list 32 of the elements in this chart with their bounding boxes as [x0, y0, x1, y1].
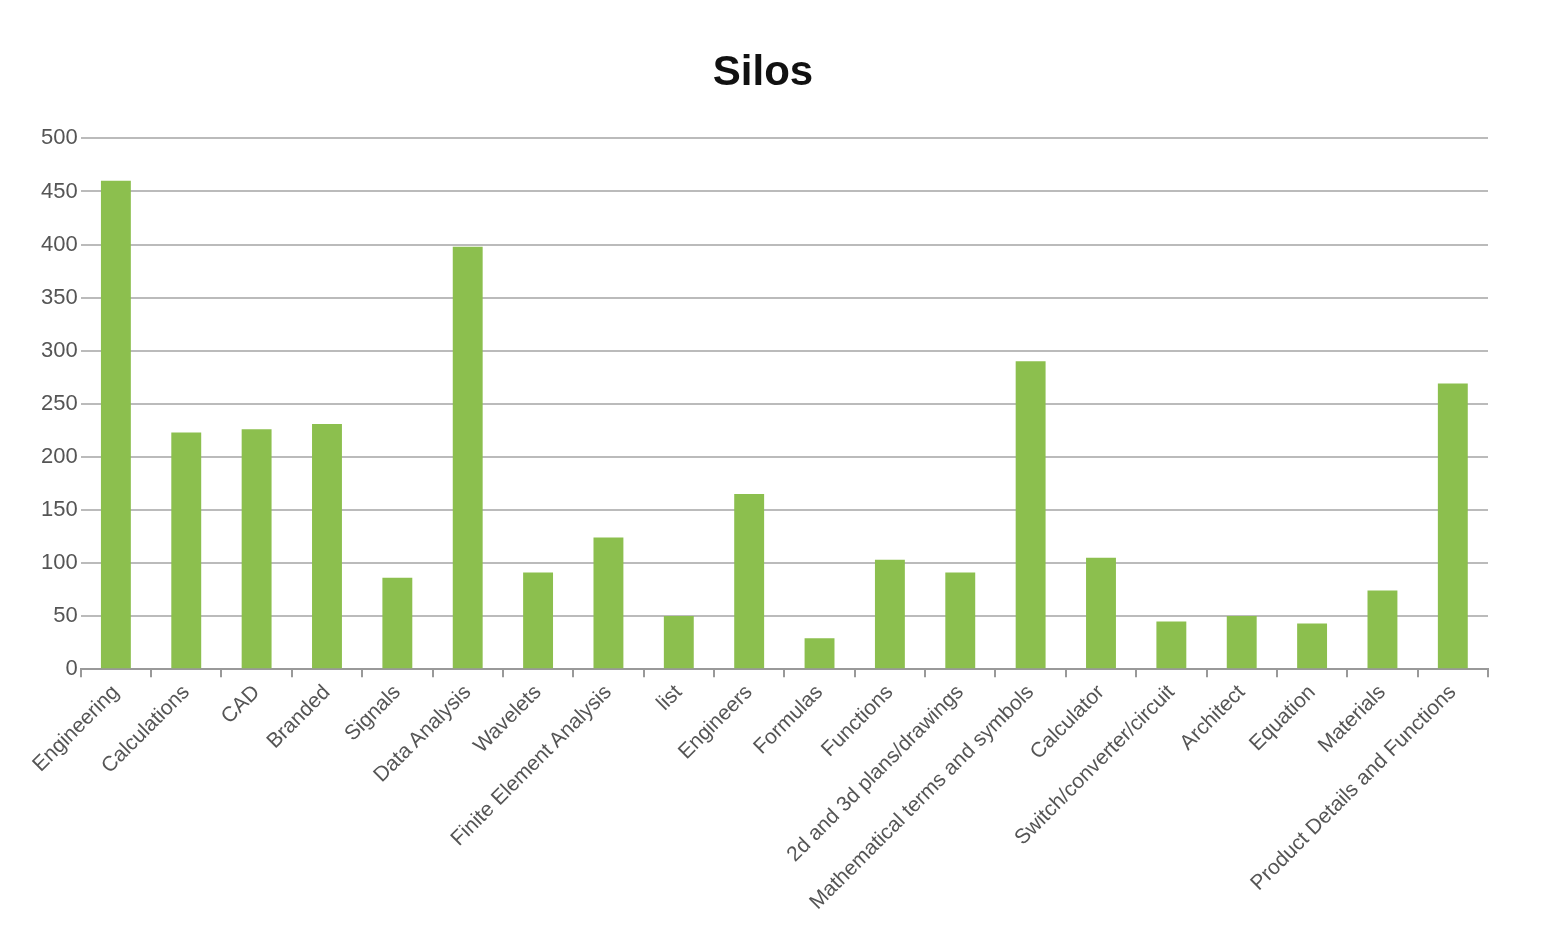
- bar: [312, 423, 342, 669]
- bar: [1015, 361, 1046, 669]
- bar: [1156, 621, 1187, 669]
- chart-title: Silos: [712, 46, 814, 94]
- y-tick-label: 300: [40, 336, 78, 362]
- y-tick-label: 100: [40, 549, 78, 575]
- y-tick-label: 150: [40, 495, 78, 521]
- y-tick-label: 500: [40, 124, 78, 150]
- bar: [100, 180, 131, 669]
- bar: [382, 577, 413, 669]
- y-tick-label: 400: [40, 230, 78, 256]
- bar: [241, 429, 272, 669]
- bar: [1086, 557, 1116, 669]
- bar: [1367, 590, 1398, 669]
- bar: [1226, 616, 1257, 669]
- bar: [1437, 383, 1468, 669]
- y-tick-label: 200: [40, 442, 78, 468]
- bar: [452, 246, 483, 669]
- y-tick-label: 250: [40, 389, 78, 415]
- bar: [945, 572, 976, 669]
- bar: [593, 537, 624, 669]
- bar: [1297, 623, 1328, 669]
- bar: [523, 572, 554, 669]
- bar: [663, 616, 694, 669]
- bar: [171, 432, 202, 669]
- bar: [734, 494, 765, 669]
- bar: [804, 638, 835, 669]
- y-tick-label: 0: [65, 655, 78, 681]
- y-tick-label: 50: [53, 602, 78, 628]
- bar: [874, 559, 905, 669]
- y-tick-label: 450: [40, 177, 78, 203]
- y-tick-label: 350: [40, 283, 78, 309]
